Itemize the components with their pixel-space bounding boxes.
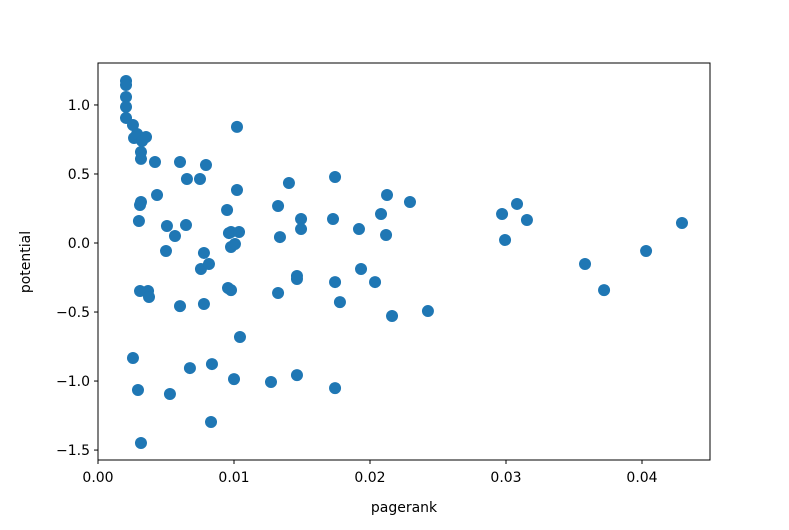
point: [202, 257, 215, 270]
point: [273, 231, 286, 244]
point: [134, 285, 147, 298]
point: [126, 118, 139, 131]
point: [264, 376, 277, 389]
point: [290, 369, 303, 382]
point: [134, 152, 147, 165]
point: [134, 196, 147, 209]
point: [225, 284, 238, 297]
point: [180, 172, 193, 185]
point: [511, 197, 524, 210]
y-tick-label: −0.5: [56, 305, 90, 321]
point: [329, 276, 342, 289]
point: [369, 276, 382, 289]
point: [131, 384, 144, 397]
point: [640, 245, 653, 258]
point: [598, 284, 611, 297]
point: [272, 200, 285, 213]
point: [120, 78, 133, 91]
point: [168, 229, 181, 242]
point: [134, 437, 147, 450]
point: [375, 208, 388, 221]
point: [126, 351, 139, 364]
y-tick-label: 1.0: [68, 98, 90, 114]
y-tick-label: −1.0: [56, 374, 90, 390]
point: [174, 155, 187, 168]
point: [675, 216, 688, 229]
point: [520, 213, 533, 226]
point: [221, 204, 234, 217]
point: [183, 362, 196, 375]
point: [386, 310, 399, 323]
point: [120, 90, 133, 103]
point: [295, 223, 308, 236]
point: [282, 176, 295, 189]
point: [205, 416, 218, 429]
point: [421, 305, 434, 318]
x-axis-label: pagerank: [371, 500, 438, 516]
point: [355, 262, 368, 275]
point: [295, 212, 308, 225]
point: [163, 388, 176, 401]
point: [179, 219, 192, 232]
point: [381, 188, 393, 201]
point: [120, 100, 133, 113]
point: [233, 331, 246, 344]
point: [233, 225, 246, 238]
point: [205, 358, 218, 371]
point: [228, 237, 241, 250]
point: [151, 188, 164, 201]
point: [329, 171, 342, 184]
point: [160, 245, 172, 258]
y-axis-label: potential: [18, 231, 34, 293]
plot-frame: [97, 62, 711, 461]
point: [143, 290, 155, 303]
point: [194, 172, 206, 185]
point: [499, 233, 512, 246]
point: [290, 273, 303, 286]
x-tick-label: 0.01: [218, 470, 249, 486]
point: [329, 382, 342, 395]
point: [160, 220, 173, 233]
point: [148, 155, 161, 168]
point: [230, 120, 243, 133]
point: [174, 300, 187, 313]
x-tick-label: 0.02: [354, 470, 385, 486]
point: [228, 373, 240, 386]
point: [352, 223, 365, 236]
point: [380, 228, 393, 241]
point: [197, 246, 210, 259]
point: [272, 286, 285, 299]
y-tick-label: −1.5: [56, 443, 90, 459]
x-tick-label: 0.03: [490, 470, 521, 486]
point: [327, 212, 340, 225]
point: [132, 215, 145, 228]
x-tick-label: 0.04: [626, 470, 657, 486]
point: [199, 159, 212, 172]
point: [197, 298, 210, 311]
point: [230, 183, 243, 196]
x-tick-label: 0.00: [82, 470, 113, 486]
point: [496, 208, 509, 221]
y-tick-label: 0.0: [68, 236, 90, 252]
point: [140, 130, 153, 143]
point: [403, 196, 416, 209]
point: [579, 257, 592, 270]
point: [333, 296, 346, 309]
y-tick-label: 0.5: [68, 167, 90, 183]
